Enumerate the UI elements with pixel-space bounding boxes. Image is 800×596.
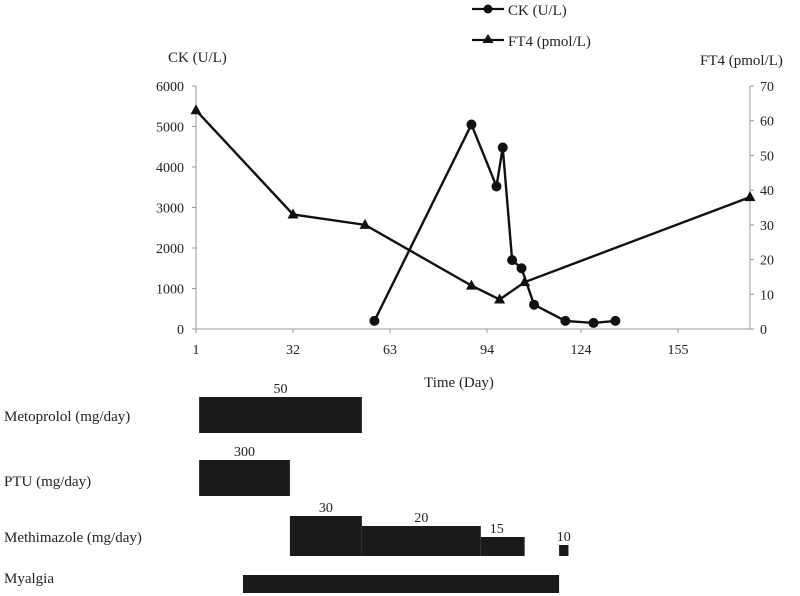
y-right-tick-label-5: 50 (760, 149, 774, 164)
y-left-axis-title: CK (U/L) (168, 50, 227, 66)
series-ft4 (190, 104, 756, 304)
treatment-timeline: Metoprolol (mg/day) PTU (mg/day) Methima… (4, 382, 571, 593)
treatment-label-ptu: PTU (mg/day) (4, 474, 91, 490)
x-tick-label-2: 63 (383, 343, 397, 358)
ft4-point-6 (744, 191, 756, 202)
x-tick-label-3: 94 (480, 343, 494, 358)
y-left-tick-label-5: 5000 (156, 121, 184, 136)
x-tick-labels: 1 32 63 94 124 155 (193, 329, 689, 358)
legend-ft4-marker (482, 34, 494, 43)
legend-ft4-label: FT4 (pmol/L) (508, 34, 591, 50)
ck-point-9 (610, 315, 621, 326)
ck-point-0 (369, 315, 380, 326)
legend: CK (U/L) FT4 (pmol/L) (472, 3, 591, 50)
ft4-point-2 (359, 218, 371, 229)
ck-point-3 (497, 142, 508, 153)
y-left-tick-label-2: 2000 (156, 242, 184, 257)
y-right-tick-label-6: 60 (760, 115, 774, 130)
ft4-line (195, 109, 751, 301)
y-right-tick-label-7: 70 (760, 80, 774, 95)
ck-point-2 (491, 181, 502, 192)
ck-point-1 (466, 119, 477, 130)
x-tick-label-4: 124 (570, 343, 591, 358)
x-tick-label-1: 32 (286, 343, 300, 358)
y-right-tick-label-3: 30 (760, 219, 774, 234)
bar-0-0 (199, 397, 362, 433)
y-right-axis-title: FT4 (pmol/L) (700, 53, 783, 69)
x-axis-title: Time (Day) (424, 375, 494, 391)
y-right-tick-label-2: 20 (760, 254, 774, 269)
dose-label-0-0: 50 (274, 382, 288, 397)
ft4-point-5 (519, 276, 531, 287)
y-right-tick-label-1: 10 (760, 288, 774, 303)
bar-2-1 (361, 526, 481, 556)
y-left-tick-label-4: 4000 (156, 161, 184, 176)
dose-label-2-2: 15 (490, 522, 504, 537)
treatment-label-metoprolol: Metoprolol (mg/day) (4, 409, 130, 425)
series-ck (369, 119, 621, 328)
legend-ck-label: CK (U/L) (508, 3, 567, 19)
bar-2-0 (289, 516, 362, 556)
ck-point-7 (560, 315, 571, 326)
bar-2-3 (559, 545, 569, 556)
ft4-point-4 (494, 293, 506, 304)
y-left-tick-label-0: 0 (177, 323, 184, 338)
treatment-label-methimazole: Methimazole (mg/day) (4, 530, 142, 546)
legend-ck-marker (483, 4, 493, 14)
y-right-tick-label-4: 40 (760, 184, 774, 199)
dose-label-2-1: 20 (414, 511, 428, 526)
y-left-tick-label-6: 6000 (156, 80, 184, 95)
y-left-tick-labels: 0 1000 2000 3000 4000 5000 6000 (156, 80, 196, 338)
dose-label-2-0: 30 (319, 501, 333, 516)
bar-1-0 (199, 460, 290, 496)
ft4-point-3 (465, 279, 477, 290)
y-right-tick-labels: 0 10 20 30 40 50 60 70 (750, 80, 774, 338)
y-right-tick-label-0: 0 (760, 323, 767, 338)
y-left-tick-label-1: 1000 (156, 283, 184, 298)
treatment-bars: 50 300 30 20 15 10 (199, 382, 571, 593)
treatment-label-myalgia: Myalgia (4, 571, 54, 587)
x-tick-label-0: 1 (193, 343, 200, 358)
bar-3-0 (242, 575, 560, 593)
dose-label-2-3: 10 (557, 530, 571, 545)
x-tick-label-5: 155 (668, 343, 689, 358)
ck-point-4 (507, 255, 518, 266)
ft4-point-0 (190, 104, 202, 115)
ck-point-8 (588, 317, 599, 328)
ck-line (373, 121, 616, 325)
dose-label-1-0: 300 (234, 445, 255, 460)
bar-2-2 (480, 537, 525, 556)
ck-point-6 (529, 299, 540, 310)
ft4-point-1 (287, 208, 299, 219)
y-left-tick-label-3: 3000 (156, 202, 184, 217)
ck-point-5 (516, 263, 527, 274)
